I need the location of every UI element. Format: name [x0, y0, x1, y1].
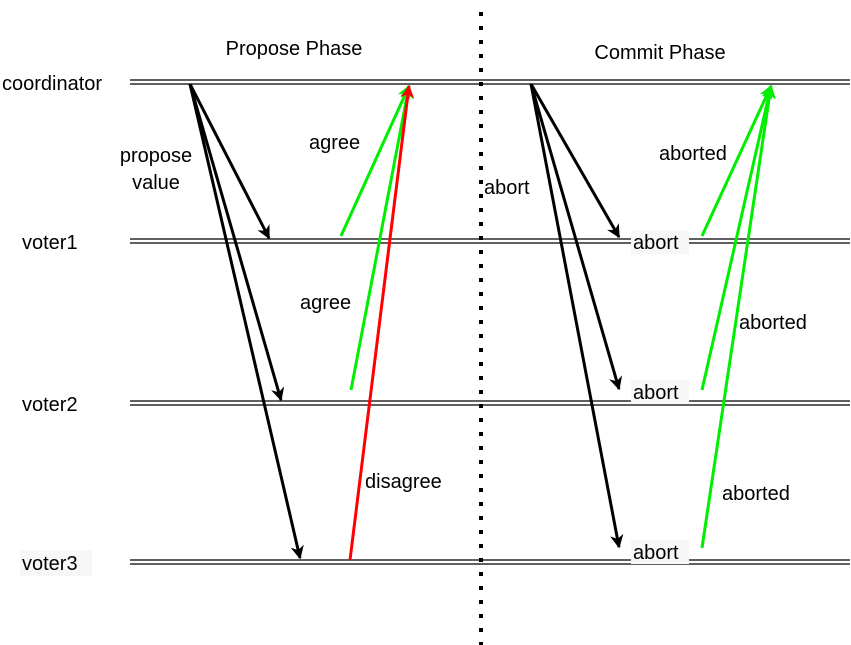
- commit-phase-title: Commit Phase: [594, 42, 725, 64]
- voter1-label: voter1: [22, 232, 78, 254]
- agree-arrow-voter1: [339, 84, 411, 237]
- abort-arrow-voter1: [529, 83, 621, 239]
- abort-header-label: abort: [484, 177, 530, 199]
- aborted-arrow-voter1: [700, 84, 773, 237]
- abort-label-voter2: abort: [633, 382, 679, 404]
- abort-arrow-voter3: [529, 83, 624, 549]
- abort-label-voter3-bg: [631, 540, 689, 564]
- abort-label-voter2-bg: [631, 380, 689, 404]
- agree-label-voter2: agree: [300, 292, 351, 314]
- abort-label-voter3: abort: [633, 542, 679, 564]
- propose-value-label-line2: value: [132, 172, 180, 194]
- abort-label-voter1: abort: [633, 232, 679, 254]
- propose-arrow-voter1: [188, 83, 271, 240]
- abort-arrow-voter2: [529, 83, 623, 391]
- aborted-arrow-voter2: [700, 84, 775, 391]
- voter1-timeline: [130, 238, 850, 244]
- aborted-label-voter3: aborted: [722, 483, 790, 505]
- disagree-label-voter3: disagree: [365, 471, 442, 493]
- voter3-label-bg: [20, 550, 92, 576]
- disagree-arrow-voter3: [348, 84, 415, 561]
- propose-value-label-line1: propose: [120, 145, 192, 167]
- voter2-label: voter2: [22, 394, 78, 416]
- agree-label-voter1: agree: [309, 132, 360, 154]
- propose-phase-title: Propose Phase: [226, 38, 363, 60]
- agree-arrow-voter2: [349, 84, 414, 391]
- coordinator-timeline: [130, 79, 850, 85]
- propose-arrow-voter3: [188, 83, 304, 560]
- voter3-label: voter3: [22, 553, 78, 575]
- propose-arrow-voter2: [188, 83, 285, 402]
- voter2-timeline: [130, 400, 850, 406]
- aborted-label-voter2: aborted: [739, 312, 807, 334]
- voter3-timeline: [130, 559, 850, 565]
- abort-label-voter1-bg: [631, 230, 689, 254]
- aborted-arrow-voter3: [700, 84, 776, 549]
- coordinator-label: coordinator: [2, 73, 102, 95]
- aborted-label-voter1: aborted: [659, 143, 727, 165]
